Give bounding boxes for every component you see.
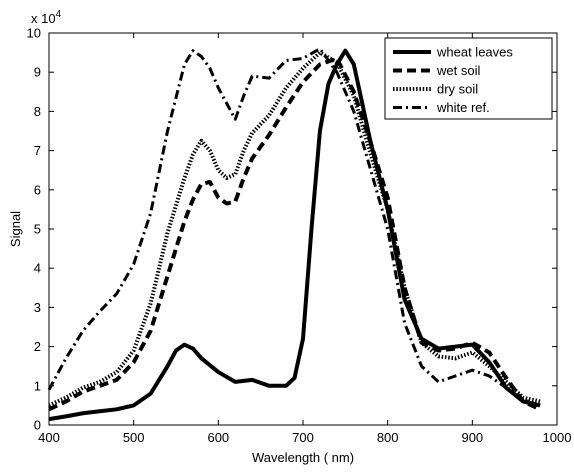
y-tick-label: 3 (34, 300, 41, 315)
y-multiplier-base: x 10 (31, 11, 56, 26)
y-multiplier-exponent: 4 (56, 9, 62, 20)
series-line-wet-soil (48, 56, 541, 412)
series-line-dry-soil (48, 50, 541, 408)
x-tick-label: 400 (38, 430, 60, 445)
series-line-white-ref- (47, 47, 541, 407)
y-tick-label: 1 (34, 378, 41, 393)
y-tick-label: 8 (34, 104, 41, 119)
legend-label: wheat leaves (436, 45, 513, 60)
y-tick-label: 7 (34, 143, 41, 158)
y-tick-label: 6 (34, 182, 41, 197)
series-layer (47, 47, 541, 422)
y-tick-label: 0 (34, 418, 41, 433)
x-tick-label: 900 (461, 430, 483, 445)
y-tick-label: 4 (34, 261, 41, 276)
y-multiplier-label: x 104 (31, 9, 62, 26)
x-tick-label: 1000 (543, 430, 572, 445)
x-tick-label: 800 (377, 430, 399, 445)
y-axis-title: Signal (8, 211, 23, 247)
legend-label: white ref. (436, 100, 490, 115)
legend-label: wet soil (436, 63, 480, 78)
x-tick-label: 700 (292, 430, 314, 445)
legend-label: dry soil (437, 82, 478, 97)
y-tick-label: 10 (27, 26, 41, 41)
x-axis-title: Wavelength ( nm) (252, 450, 354, 465)
legend: wheat leaves wet soil dry soil white ref. (384, 37, 553, 120)
x-tick-label: 600 (207, 430, 229, 445)
x-tick-label: 500 (123, 430, 145, 445)
y-tick-label: 9 (34, 65, 41, 80)
y-tick-label: 2 (34, 339, 41, 354)
y-tick-label: 5 (34, 222, 41, 237)
